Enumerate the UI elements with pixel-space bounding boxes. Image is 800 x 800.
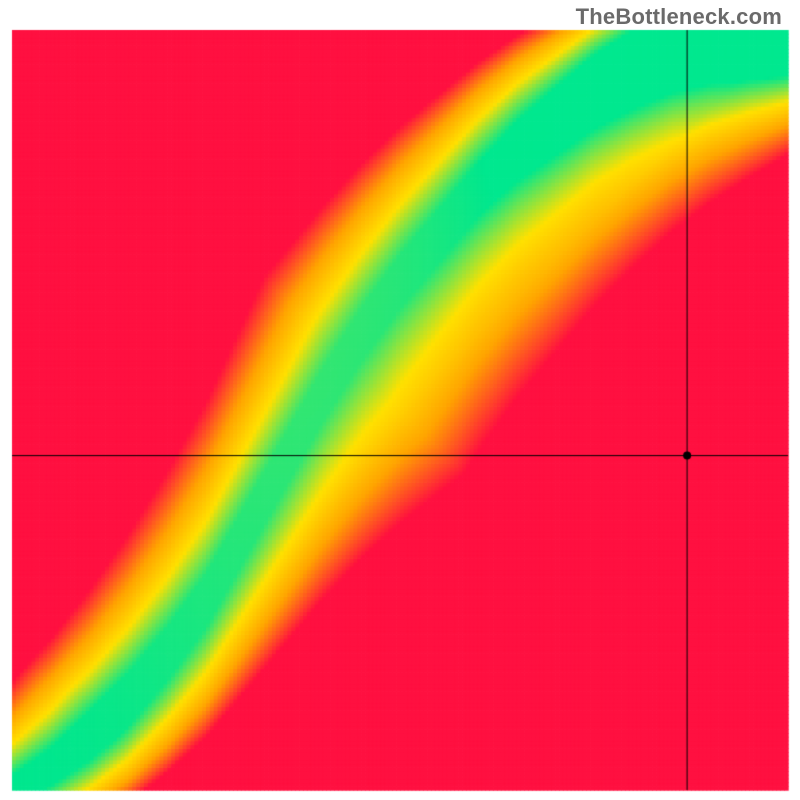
attribution-text: TheBottleneck.com	[576, 4, 782, 30]
bottleneck-heatmap	[0, 0, 800, 800]
chart-root: TheBottleneck.com	[0, 0, 800, 800]
